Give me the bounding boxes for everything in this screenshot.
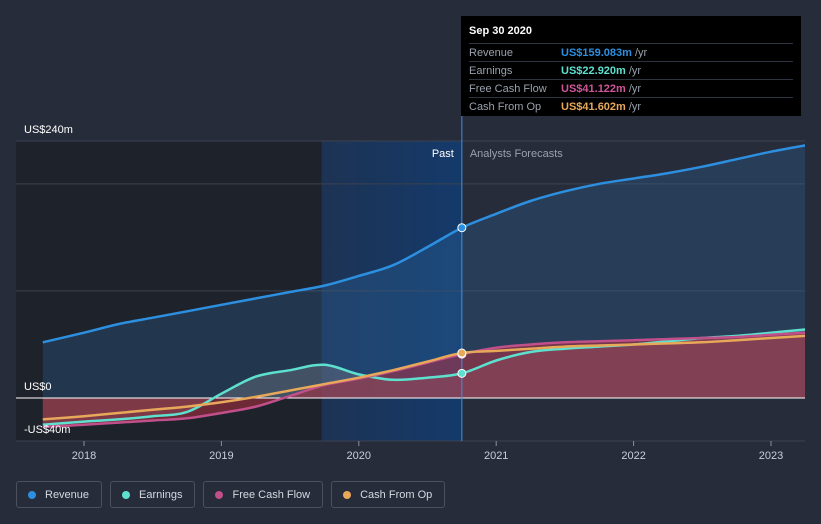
x-tick-label: 2023: [759, 450, 783, 462]
tooltip-unit: /yr: [628, 82, 642, 95]
x-tick-label: 2020: [347, 450, 371, 462]
legend-label: Cash From Op: [360, 488, 433, 501]
tooltip-label: Cash From Op: [469, 100, 542, 113]
cash-from-op-line: [42, 334, 805, 421]
legend-item-cash-from-op[interactable]: Cash From Op: [331, 481, 446, 508]
legend-dot-icon: [343, 490, 352, 499]
tooltip-row-cash-from-op: Cash From Op US$41.602m /yr: [469, 97, 793, 115]
legend-label: Revenue: [45, 488, 90, 501]
legend-dot-icon: [28, 490, 36, 499]
tooltip-row-revenue: Revenue US$159.083m /yr: [469, 43, 793, 61]
tooltip-row-earnings: Earnings US$22.920m /yr: [469, 61, 793, 79]
forecast-label: Analysts Forecasts: [470, 148, 563, 160]
legend: Revenue Earnings Free Cash Flow Cash Fro…: [16, 481, 446, 508]
series-markers: [457, 223, 467, 378]
x-tick-label: 2022: [621, 450, 645, 462]
series-areas: [42, 145, 805, 427]
x-axis: 2018 2019 2020 2021 2022 2023: [72, 441, 783, 462]
legend-label: Earnings: [139, 488, 183, 501]
tooltip-label: Revenue: [469, 46, 514, 59]
tooltip-date: Sep 30 2020: [469, 25, 532, 37]
y-axis-label-bottom: -US$40m: [24, 424, 70, 436]
free-cash-flow-area: [42, 332, 805, 427]
y-axis-label-top: US$240m: [24, 124, 73, 136]
tooltip-value: US$41.122m: [561, 82, 626, 95]
revenue-marker: [457, 223, 467, 233]
x-tick-label: 2018: [72, 450, 96, 462]
tooltip-unit: /yr: [628, 100, 642, 113]
legend-item-earnings[interactable]: Earnings: [110, 481, 196, 508]
y-axis-label-zero: US$0: [24, 381, 52, 393]
tooltip-label: Earnings: [469, 64, 513, 77]
legend-label: Free Cash Flow: [232, 488, 311, 501]
tooltip-label: Free Cash Flow: [469, 82, 547, 95]
past-label: Past: [432, 148, 454, 160]
tooltip-row-free-cash-flow: Free Cash Flow US$41.122m /yr: [469, 79, 793, 97]
cash-from-op-marker: [457, 348, 467, 358]
tooltip-value: US$22.920m: [561, 64, 626, 77]
tooltip-unit: /yr: [634, 46, 648, 59]
revenue-area: [42, 145, 805, 398]
gridlines: [16, 140, 805, 442]
revenue-line: [42, 144, 805, 344]
legend-dot-icon: [215, 490, 224, 499]
tooltip-unit: /yr: [628, 64, 642, 77]
tooltip-value: US$159.083m: [561, 46, 632, 59]
earnings-line: [42, 328, 805, 427]
legend-dot-icon: [122, 490, 131, 499]
legend-item-free-cash-flow[interactable]: Free Cash Flow: [203, 481, 324, 508]
series-lines: [42, 144, 805, 429]
earnings-marker: [457, 368, 467, 378]
x-tick-label: 2019: [209, 450, 233, 462]
x-tick-label: 2021: [484, 450, 508, 462]
legend-item-revenue[interactable]: Revenue: [16, 481, 103, 508]
tooltip-value: US$41.602m: [561, 100, 626, 113]
tooltip: Sep 30 2020 Revenue US$159.083m /yr Earn…: [461, 16, 801, 116]
